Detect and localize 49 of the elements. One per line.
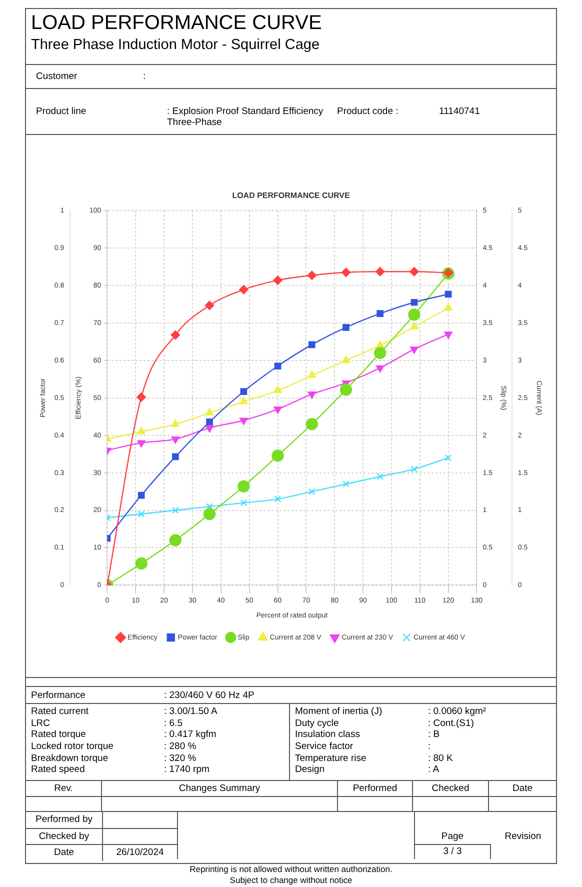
text: Product code : — [337, 106, 398, 117]
text: Three Phase Induction Motor - Squirrel Cage — [31, 37, 320, 53]
text: Rev. — [54, 783, 73, 794]
text: Changes Summary — [178, 783, 260, 794]
text: LOAD PERFORMANCE CURVE — [31, 12, 322, 34]
text: : — [143, 71, 146, 82]
text: : 3.00/1.50 A — [164, 706, 218, 717]
text: Insulation class — [295, 729, 360, 740]
text: Rated torque — [31, 729, 86, 740]
text: Design — [295, 764, 325, 776]
text: : B — [428, 729, 440, 740]
text: : 1740 rpm — [164, 764, 210, 776]
text: Product line — [36, 106, 86, 117]
text: Reprinting is not allowed without written authorization. — [190, 864, 392, 874]
text: : — [428, 741, 431, 752]
text: Date — [54, 847, 74, 858]
text: : 0.0060 kgm² — [428, 706, 486, 717]
chart-title: LOAD PERFORMANCE CURVE — [232, 191, 350, 200]
text: 11140741 — [439, 106, 480, 117]
text: Checked — [432, 783, 470, 794]
text: Page — [441, 831, 464, 842]
text: : 280 % — [164, 741, 196, 752]
text: : 320 % — [164, 752, 196, 764]
text: Locked rotor torque — [31, 741, 114, 752]
text: Moment of inertia (J) — [295, 706, 382, 717]
text: LRC — [31, 718, 50, 729]
text: : 80 K — [428, 752, 453, 764]
text: Checked by — [38, 830, 90, 842]
text: Performed — [352, 783, 398, 794]
text: Customer — [36, 71, 78, 82]
text: Performed by — [35, 814, 93, 825]
text: : Explosion Proof Standard Efficiency Three-Phase — [167, 106, 324, 128]
text: Temperature rise — [295, 752, 366, 764]
text: 3 / 3 — [443, 846, 462, 857]
text: : Cont.(S1) — [428, 718, 474, 729]
text: Breakdown torque — [31, 752, 108, 764]
text: : A — [428, 764, 440, 776]
text: Service factor — [295, 741, 354, 752]
text: Date — [512, 783, 533, 794]
text: Subject to change without notice — [230, 874, 352, 884]
text: Rated speed — [31, 764, 85, 776]
text: Rated current — [31, 706, 89, 717]
text: Duty cycle — [295, 718, 339, 729]
text: : 6.5 — [164, 718, 182, 729]
text: Revision — [504, 831, 542, 842]
text: : 230/460 V 60 Hz 4P — [164, 690, 254, 700]
text: : 0.417 kgfm — [164, 729, 216, 740]
text: 26/10/2024 — [116, 847, 164, 858]
text: Performance — [31, 690, 86, 700]
